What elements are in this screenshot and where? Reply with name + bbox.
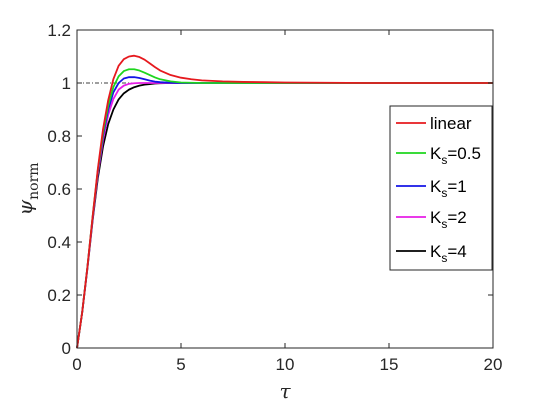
legend-label-3: Ks=2	[430, 208, 467, 231]
x-tick-label: 0	[72, 355, 81, 374]
series-group	[76, 54, 493, 349]
y-axis-label-subscript: norm	[26, 162, 42, 199]
y-tick-label: 1	[62, 74, 71, 93]
legend-label-2: Ks=1	[430, 177, 467, 200]
x-tick-label: 15	[380, 355, 399, 374]
legend-box	[389, 105, 493, 271]
x-tick-label: 20	[484, 355, 503, 374]
series-line-0	[76, 54, 493, 349]
y-axis-label: ψnorm	[13, 162, 42, 215]
x-tick-label: 5	[176, 355, 185, 374]
y-tick-label: 1.2	[47, 21, 71, 40]
legend-entries: linear Ks=0.5 Ks=1 Ks=2 Ks=4	[396, 114, 481, 265]
y-tick-label: 0.4	[47, 233, 71, 252]
ticks-group: 0 5 10 15 20 0 0.2 0.4 0.6 0.8 1 1.2	[47, 21, 502, 374]
y-tick-label: 0.2	[47, 286, 71, 305]
legend: linear Ks=0.5 Ks=1 Ks=2 Ks=4	[389, 105, 493, 271]
legend-label-0: linear	[430, 114, 472, 133]
x-axis-label: τ	[279, 379, 291, 403]
y-tick-label: 0	[62, 339, 71, 358]
y-axis-label-main: ψ	[13, 200, 37, 216]
legend-label-4: Ks=4	[430, 242, 467, 265]
legend-label-1: Ks=0.5	[430, 144, 481, 167]
svg-text:ψnorm: ψnorm	[13, 162, 42, 215]
y-tick-label: 0.8	[47, 127, 71, 146]
y-tick-label: 0.6	[47, 180, 71, 199]
x-tick-label: 10	[276, 355, 295, 374]
